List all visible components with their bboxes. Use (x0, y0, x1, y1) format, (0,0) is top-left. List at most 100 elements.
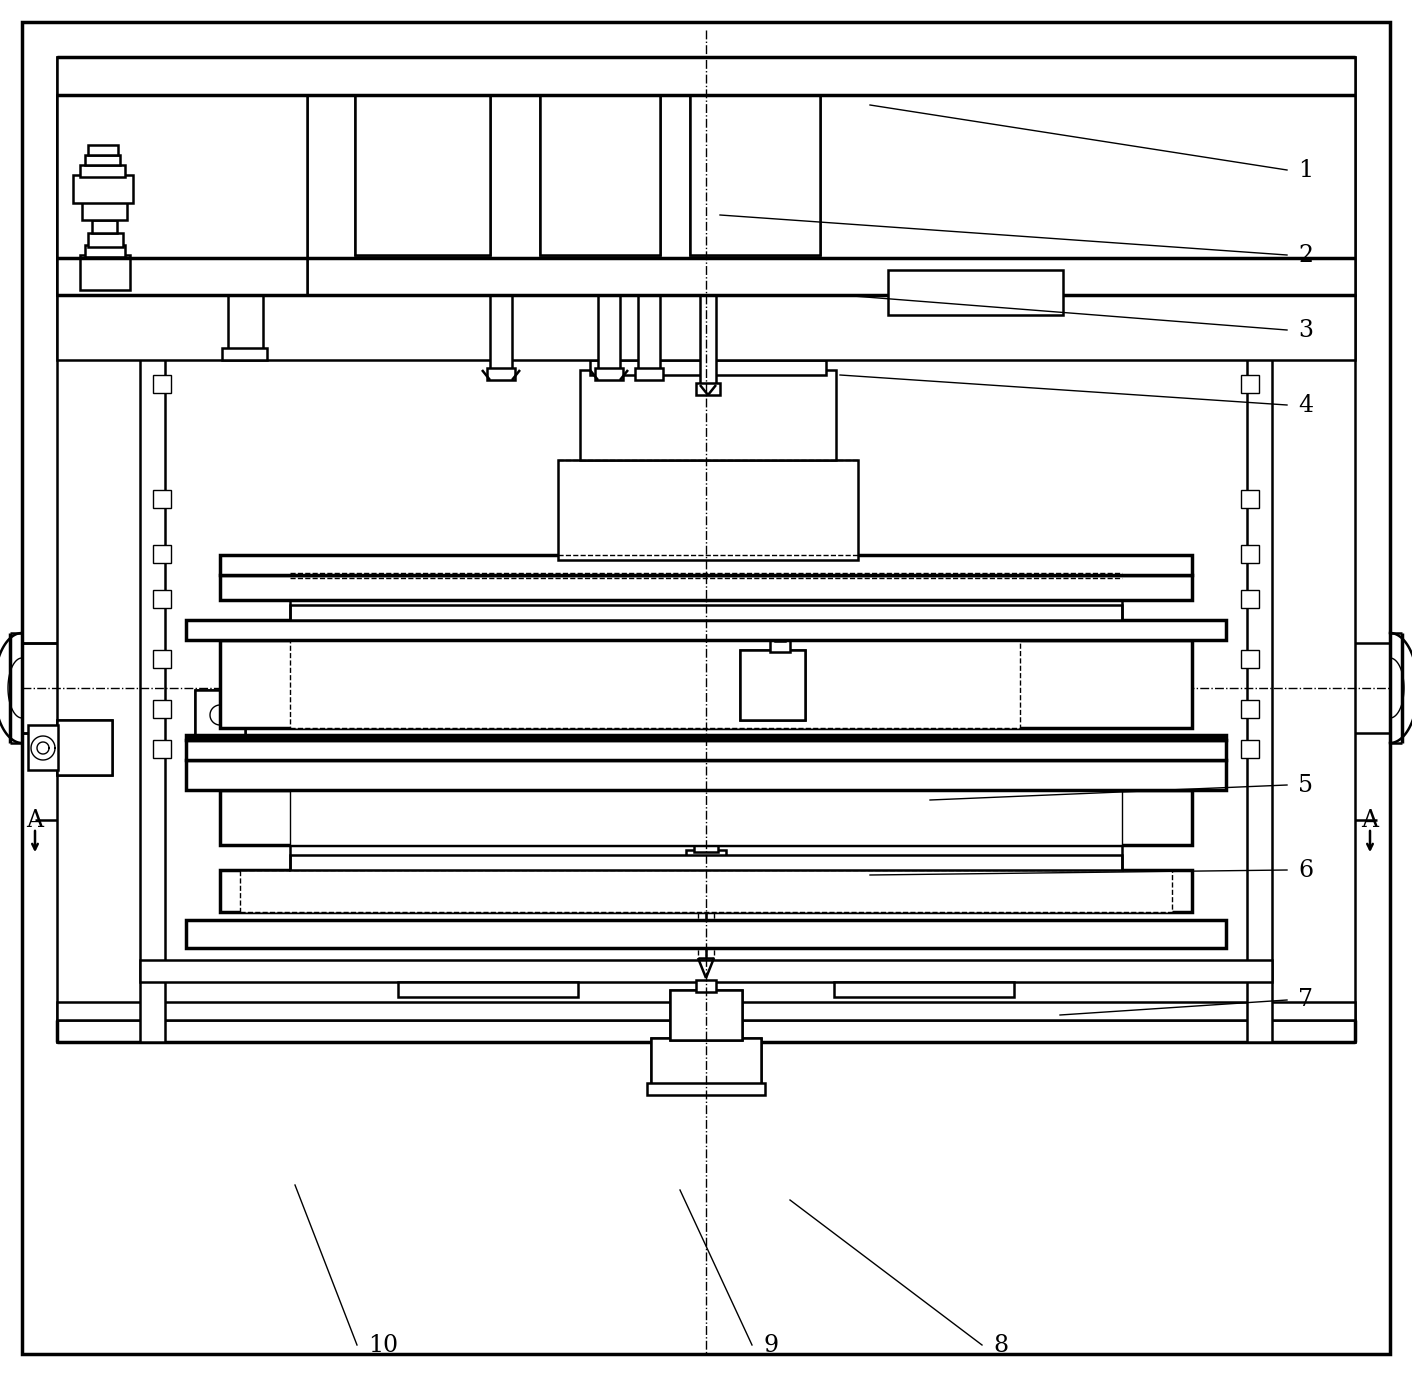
Bar (651, 1038, 761, 1086)
Bar (770, 640, 789, 652)
Bar (140, 960, 1272, 982)
Bar (700, 294, 716, 385)
Bar (56, 56, 1356, 294)
Bar (289, 640, 1019, 728)
Text: 2: 2 (1298, 244, 1313, 267)
Bar (1241, 545, 1260, 563)
Bar (671, 989, 741, 1040)
Bar (599, 294, 620, 370)
Bar (671, 989, 741, 1040)
Text: 7: 7 (1298, 988, 1313, 1011)
Bar (152, 376, 171, 394)
Bar (740, 649, 805, 720)
Bar (56, 720, 112, 775)
Bar (690, 95, 820, 255)
Bar (686, 850, 726, 870)
Text: 6: 6 (1298, 859, 1313, 882)
Bar (56, 95, 306, 294)
Bar (558, 460, 858, 560)
Bar (152, 649, 171, 667)
Bar (1241, 740, 1260, 758)
Bar (1241, 700, 1260, 718)
Bar (56, 720, 112, 775)
Bar (651, 1038, 761, 1086)
Bar (152, 490, 171, 508)
Bar (80, 255, 130, 290)
Bar (56, 95, 306, 294)
Bar (220, 640, 1192, 728)
Bar (186, 921, 1226, 948)
Bar (690, 95, 820, 255)
Bar (354, 95, 490, 255)
Bar (1241, 590, 1260, 608)
Bar (186, 735, 1226, 740)
Bar (539, 95, 659, 255)
Bar (152, 740, 171, 758)
Text: A: A (27, 809, 44, 831)
Bar (85, 245, 126, 257)
Bar (195, 689, 246, 740)
Bar (88, 233, 123, 248)
Bar (487, 367, 515, 380)
Bar (647, 1083, 765, 1095)
Bar (354, 95, 490, 255)
Bar (662, 870, 750, 885)
Bar (1247, 56, 1272, 1042)
Bar (28, 725, 58, 771)
Bar (398, 982, 578, 998)
Bar (696, 980, 716, 992)
Bar (1241, 376, 1260, 394)
Bar (220, 555, 1192, 575)
Bar (152, 590, 171, 608)
Bar (834, 982, 1014, 998)
Bar (594, 367, 623, 380)
Bar (85, 155, 120, 165)
Text: 5: 5 (1298, 773, 1313, 797)
Bar (289, 854, 1123, 870)
Bar (289, 790, 1123, 845)
Bar (92, 220, 117, 233)
Text: 8: 8 (993, 1333, 1008, 1357)
Bar (186, 760, 1226, 790)
Bar (695, 839, 717, 852)
Bar (186, 621, 1226, 640)
Text: 3: 3 (1298, 318, 1313, 341)
Text: 10: 10 (369, 1333, 398, 1357)
Bar (590, 361, 826, 376)
Bar (186, 740, 1226, 760)
Bar (1241, 649, 1260, 667)
Bar (82, 200, 127, 220)
Bar (539, 95, 659, 255)
Bar (227, 294, 263, 350)
Bar (775, 633, 785, 641)
Bar (220, 870, 1192, 912)
Bar (888, 270, 1063, 315)
Bar (490, 294, 513, 370)
Text: 1: 1 (1298, 158, 1313, 182)
Bar (696, 383, 720, 395)
Text: 4: 4 (1298, 394, 1313, 417)
Text: 9: 9 (762, 1333, 778, 1357)
Bar (222, 348, 267, 361)
Bar (56, 1002, 1356, 1020)
Bar (152, 700, 171, 718)
Bar (220, 790, 1192, 845)
Bar (56, 56, 1356, 1042)
Bar (152, 545, 171, 563)
Bar (1241, 490, 1260, 508)
Bar (195, 689, 246, 740)
Bar (80, 165, 126, 178)
Bar (638, 294, 659, 370)
Bar (140, 56, 165, 1042)
Bar (635, 367, 664, 380)
Bar (240, 870, 1172, 912)
Bar (56, 1020, 1356, 1042)
Bar (740, 649, 805, 720)
Bar (88, 144, 119, 155)
Bar (220, 575, 1192, 600)
Bar (73, 175, 133, 204)
Bar (580, 370, 836, 460)
Bar (56, 294, 1356, 361)
Bar (289, 605, 1123, 621)
Text: A: A (1361, 809, 1378, 831)
